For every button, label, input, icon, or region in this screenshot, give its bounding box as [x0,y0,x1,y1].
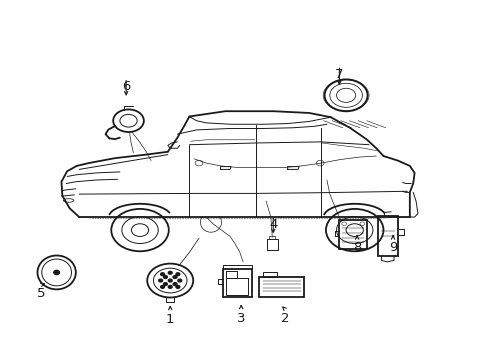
Text: 8: 8 [352,240,361,253]
Text: 6: 6 [122,80,130,93]
Circle shape [173,276,177,278]
Circle shape [168,285,172,288]
Circle shape [176,285,180,288]
Circle shape [168,279,172,282]
Circle shape [168,271,172,274]
Text: 7: 7 [334,68,343,81]
Text: 2: 2 [281,312,289,325]
Text: 1: 1 [165,313,174,326]
Circle shape [163,283,167,285]
Text: 3: 3 [236,312,245,325]
Circle shape [160,285,164,288]
Text: 9: 9 [388,240,396,253]
Text: 4: 4 [268,217,277,231]
Circle shape [159,279,162,282]
Circle shape [54,270,60,275]
Circle shape [176,273,180,276]
Circle shape [163,276,167,278]
Circle shape [173,283,177,285]
Circle shape [178,279,182,282]
Circle shape [160,273,164,276]
Text: 5: 5 [37,287,45,300]
